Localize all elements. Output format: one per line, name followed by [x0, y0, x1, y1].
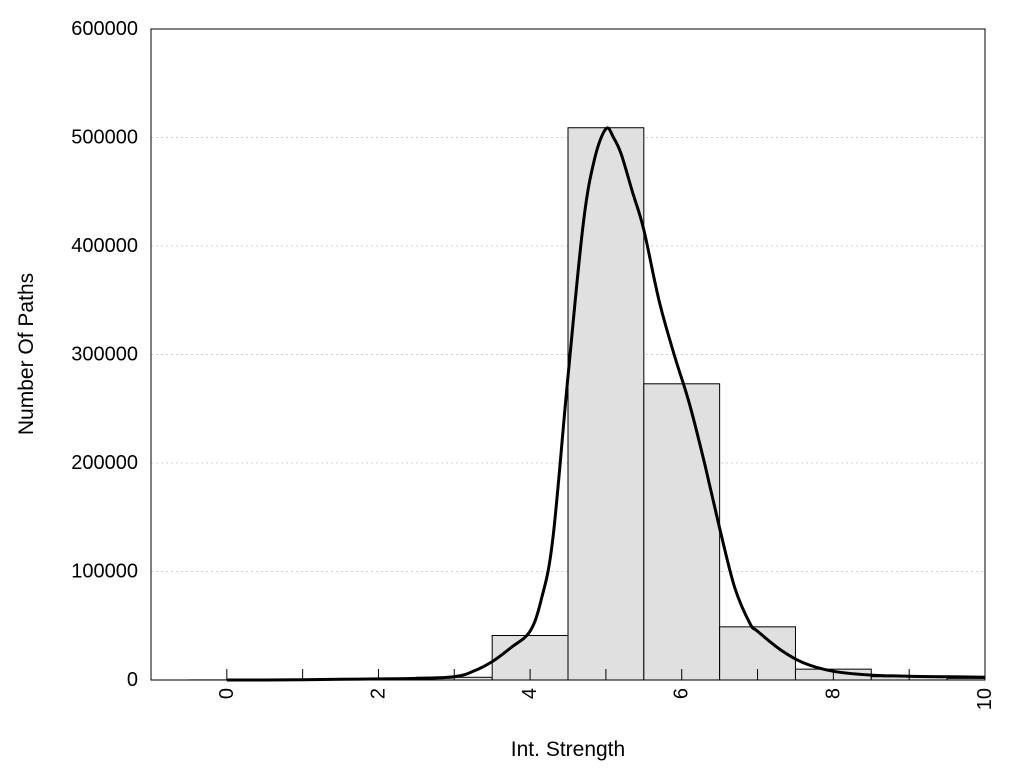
- y-tick-label: 500000: [71, 127, 138, 149]
- x-axis: 0 2 4 6 8 10: [216, 669, 996, 710]
- y-tick-label: 100000: [71, 561, 138, 583]
- bars: [188, 127, 986, 681]
- x-tick-label: 8: [822, 688, 844, 699]
- x-tick-label: 10: [974, 688, 996, 710]
- x-tick-label: 2: [367, 688, 389, 699]
- y-tick-label: 0: [127, 669, 138, 691]
- y-tick-label: 300000: [71, 344, 138, 366]
- x-tick-label: 0: [216, 688, 238, 699]
- y-tick-label: 600000: [71, 18, 138, 40]
- y-axis: 0 100000 200000 300000 400000 500000 600000: [71, 18, 138, 691]
- y-tick-label: 200000: [71, 452, 138, 474]
- y-axis-title: Number Of Paths: [15, 273, 38, 435]
- x-tick-label: 4: [519, 688, 541, 699]
- plot-frame: [150, 28, 986, 681]
- histogram-bar: [643, 383, 721, 681]
- y-tick-label: 400000: [71, 235, 138, 257]
- x-tick-label: 6: [671, 688, 693, 699]
- histogram-bar: [567, 127, 645, 681]
- x-axis-title: Int. Strength: [511, 738, 625, 761]
